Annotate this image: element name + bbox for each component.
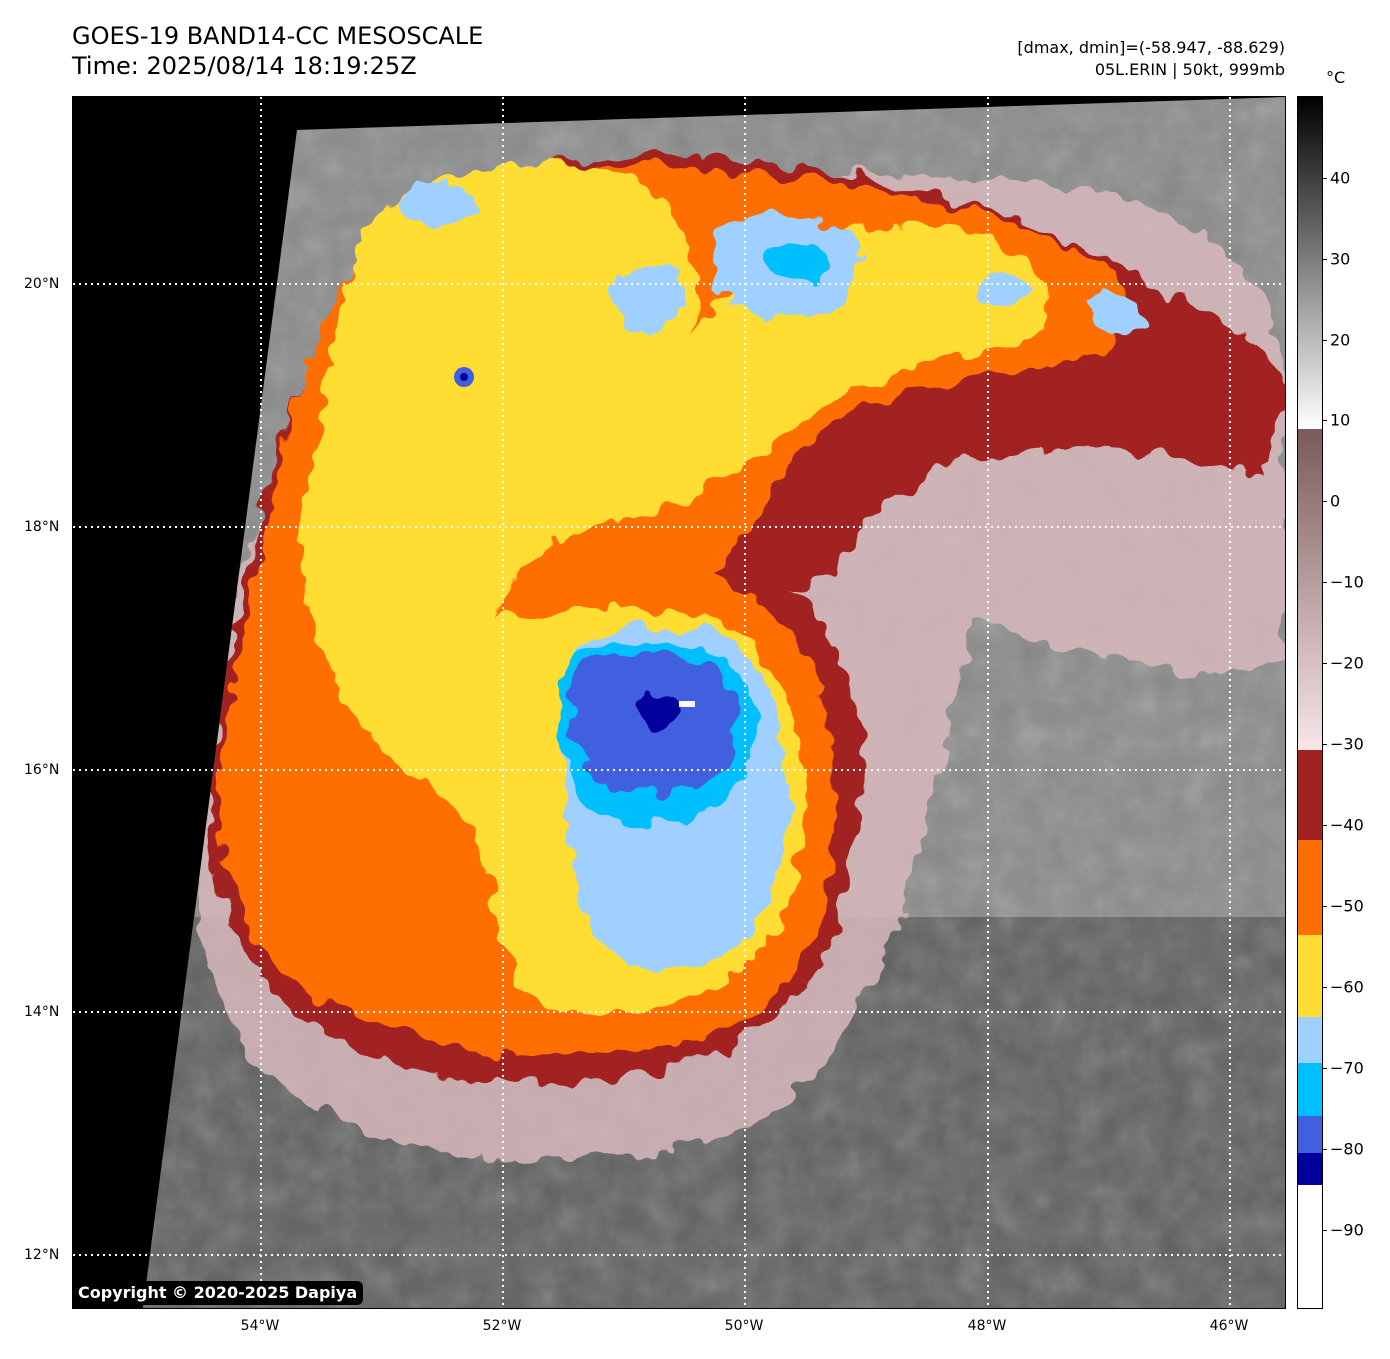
colorbar-tick-minus40: −40: [1330, 815, 1364, 835]
colorbar-gradient: [1298, 97, 1322, 1308]
storm-info: 05L.ERIN | 50kt, 999mb: [1094, 60, 1285, 79]
colorbar-tick-0: 0: [1330, 491, 1341, 511]
colorbar-tick-minus80: −80: [1330, 1139, 1364, 1159]
colorbar-tick-30: 30: [1330, 249, 1351, 269]
colorbar-tick-10: 10: [1330, 410, 1351, 430]
lat-label-18n: 18°N: [24, 519, 60, 535]
graticule: [73, 97, 1285, 1308]
colorbar: [1297, 96, 1323, 1309]
lat-label-12n: 12°N: [24, 1247, 60, 1263]
lon-label-46w: 46°W: [1209, 1318, 1249, 1334]
lat-label-14n: 14°N: [24, 1004, 60, 1020]
lon-label-54w: 54°W: [240, 1318, 280, 1334]
satellite-map: [72, 96, 1286, 1309]
title-line-1: GOES-19 BAND14-CC MESOSCALE: [72, 22, 484, 50]
coldest-pixels: [679, 701, 695, 707]
colorbar-tick-minus10: −10: [1330, 572, 1364, 592]
lat-label-20n: 20°N: [24, 276, 60, 292]
map-image: [73, 97, 1285, 1308]
colorbar-tick-minus90: −90: [1330, 1220, 1364, 1240]
lon-label-48w: 48°W: [967, 1318, 1007, 1334]
colorbar-tick-minus20: −20: [1330, 653, 1364, 673]
copyright-badge: Copyright © 2020-2025 Dapiya: [72, 1281, 364, 1305]
colorbar-tick-40: 40: [1330, 168, 1351, 188]
colorbar-tick-minus70: −70: [1330, 1058, 1364, 1078]
lon-label-50w: 50°W: [724, 1318, 764, 1334]
lon-label-52w: 52°W: [482, 1318, 522, 1334]
dmax-dmin-info: [dmax, dmin]=(-58.947, -88.629): [1017, 38, 1285, 57]
title-line-2: Time: 2025/08/14 18:19:25Z: [72, 52, 417, 80]
colorbar-tick-minus60: −60: [1330, 977, 1364, 997]
colorbar-tick-20: 20: [1330, 330, 1351, 350]
colorbar-unit: °C: [1326, 68, 1346, 87]
lat-label-16n: 16°N: [24, 762, 60, 778]
colorbar-tick-minus30: −30: [1330, 734, 1364, 754]
colorbar-tick-minus50: −50: [1330, 896, 1364, 916]
